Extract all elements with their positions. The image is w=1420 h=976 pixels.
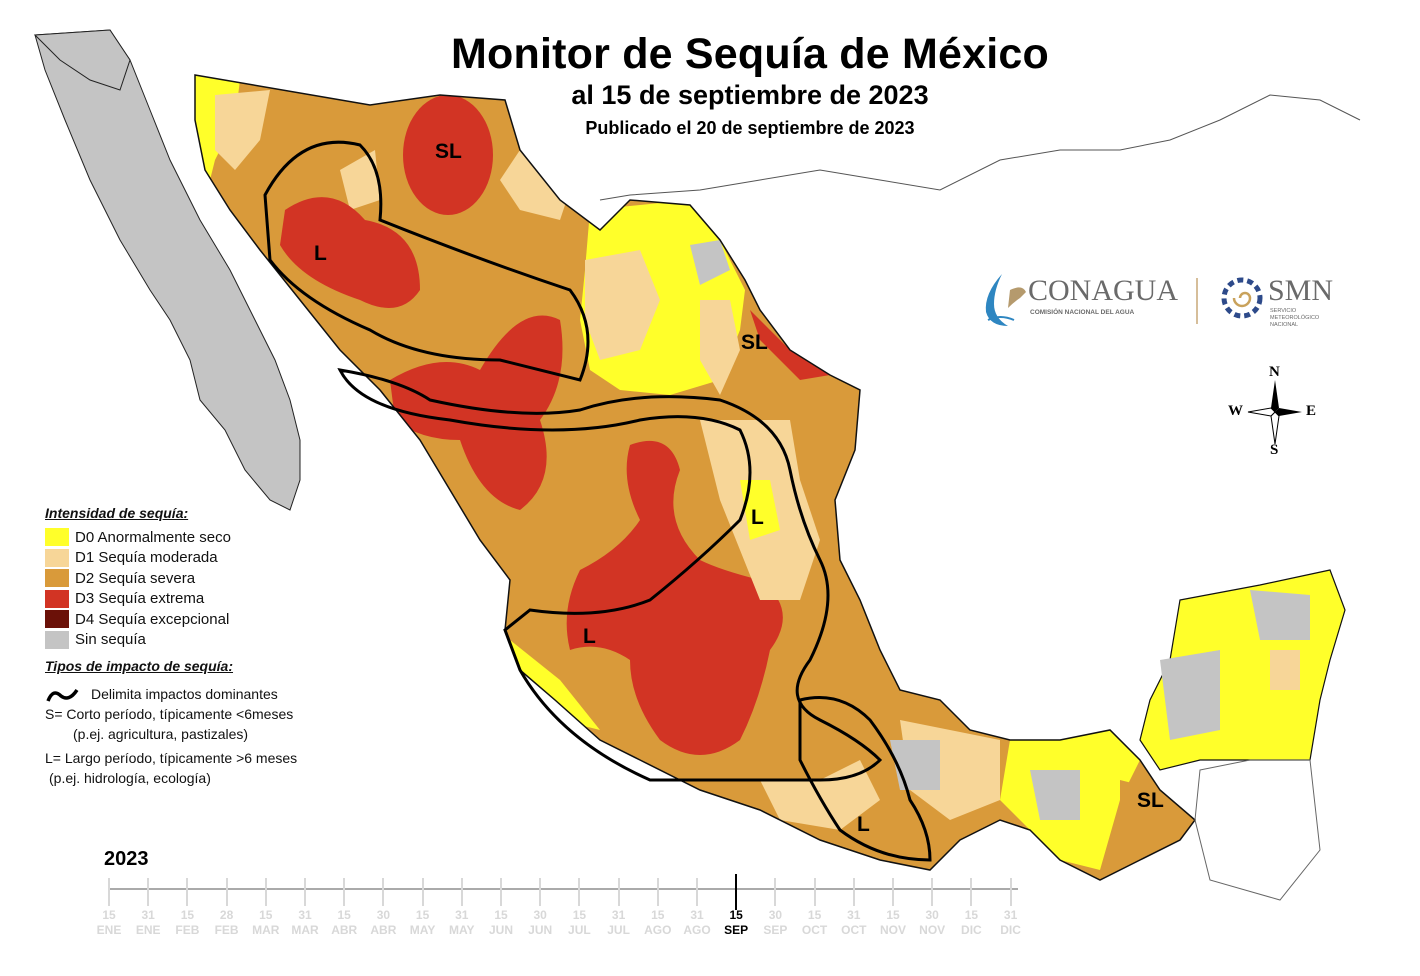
compass-north: N (1269, 364, 1280, 380)
impact-label-l-east: L (751, 506, 764, 529)
timeline-tick (343, 878, 346, 906)
timeline-year: 2023 (104, 848, 149, 870)
legend-item-d3: D3 Sequía extrema (45, 589, 345, 610)
timeline-axis (108, 888, 1018, 890)
timeline-date-label: 15 ABR (331, 908, 358, 937)
published-date: Publicado el 20 de septiembre de 2023 (585, 118, 915, 138)
timeline-date-label: 30 JUN (528, 908, 553, 937)
timeline-tick (186, 878, 189, 906)
conagua-emblem-icon (985, 274, 1026, 326)
timeline-date-label: 31 MAY (449, 908, 475, 937)
legend: Intensidad de sequía: D0 Anormalmente se… (45, 505, 345, 788)
impact-boundary-north (263, 140, 590, 382)
legend-item-none: Sin sequía (45, 630, 345, 651)
timeline-tick (578, 878, 581, 906)
impact-line-icon (46, 688, 79, 702)
timeline-tick (813, 878, 816, 906)
timeline-tick (264, 878, 267, 906)
timeline-tick (304, 878, 306, 906)
compass-star-icon (1247, 380, 1302, 445)
impact-label-l-west: L (583, 625, 596, 648)
compass-rose: N S W E (1228, 364, 1318, 458)
compass-south: S (1270, 442, 1279, 458)
timeline-date-label: 30 ABR (370, 908, 397, 937)
timeline-tick (617, 878, 620, 906)
timeline-date-label: 31 DIC (1000, 908, 1021, 937)
svg-text:SERVICIO: SERVICIO (1270, 308, 1297, 314)
svg-text:METEOROLÓGICO: METEOROLÓGICO (1270, 314, 1320, 321)
timeline-date-label: 15 ENE (96, 908, 122, 937)
timeline-date-label: 15 OCT (801, 908, 828, 937)
svg-text:SMN: SMN (1268, 274, 1333, 307)
timeline-date-label: 15 AGO (644, 908, 672, 937)
map-title: Monitor de Sequía de México (451, 30, 1049, 78)
timeline-tick (931, 878, 934, 906)
timeline-date-label: 15 FEB (175, 908, 200, 937)
legend-impact-line: Delimita impactos dominantes (45, 684, 345, 704)
timeline-tick (1009, 878, 1012, 906)
svg-text:COMISIÓN NACIONAL DEL AGUA: COMISIÓN NACIONAL DEL AGUA (1030, 307, 1135, 316)
impact-boundary-south (798, 696, 932, 862)
legend-impact-title: Tipos de impacto de sequía: (45, 658, 234, 674)
timeline-tick (225, 878, 228, 906)
timeline-date-label: 30 NOV (919, 908, 946, 937)
timeline-date-label: 31 AGO (683, 908, 711, 937)
compass-west: W (1228, 403, 1243, 419)
impact-label-sl-southeast: SL (1137, 789, 1164, 812)
timeline-tick (774, 878, 777, 906)
timeline-tick (656, 878, 659, 906)
timeline-tick (147, 878, 150, 906)
timeline-tick (539, 878, 542, 906)
legend-intensity-title: Intensidad de sequía: (45, 505, 189, 521)
timeline: 2023 15 ENE 31 ENE 15 FEB 28 FEB 15 MAR 31 MAR 15 ABR… (0, 840, 1420, 976)
legend-item-d0: D0 Anormalmente seco (45, 527, 345, 548)
legend-long-term-examples: (p.ej. hidrología, ecología) (49, 770, 211, 786)
timeline-date-label: 15 NOV (879, 908, 906, 937)
timeline-date-label: 15 MAR (252, 908, 280, 937)
timeline-current-date: 15 SEP (724, 908, 749, 937)
baja-california (34, 29, 301, 511)
timeline-date-label: 28 FEB (214, 908, 239, 937)
timeline-date-label: 31 OCT (841, 908, 867, 937)
timeline-date-label: 30 SEP (763, 908, 788, 937)
timeline-tick (852, 878, 855, 906)
impact-label-sl-north: SL (435, 140, 462, 163)
timeline-date-label: 15 DIC (961, 908, 982, 937)
legend-long-term: L= Largo período, típicamente >6 meses (45, 750, 298, 766)
timeline-tick (696, 878, 698, 906)
impact-label-l-sonora: L (314, 242, 327, 265)
legend-short-term: S= Corto período, típicamente <6meses (45, 706, 294, 722)
svg-text:NACIONAL: NACIONAL (1270, 322, 1298, 328)
timeline-tick (421, 878, 424, 906)
timeline-tick (970, 878, 973, 906)
timeline-tick (108, 878, 110, 906)
timeline-date-label: 31 ENE (135, 908, 161, 937)
legend-short-term-examples: (p.ej. agricultura, pastizales) (73, 726, 249, 742)
smn-emblem-icon (1221, 277, 1263, 319)
impact-label-l-south: L (857, 813, 870, 836)
map-subtitle: al 15 de septiembre de 2023 (571, 80, 929, 110)
legend-item-d4: D4 Sequía excepcional (45, 609, 345, 630)
legend-item-d1: D1 Sequía moderada (45, 548, 345, 569)
timeline-tick (735, 874, 738, 910)
legend-item-d2: D2 Sequía severa (45, 568, 345, 589)
timeline-date-label: 31 MAR (291, 908, 319, 937)
compass-east: E (1306, 403, 1317, 419)
timeline-tick (460, 878, 463, 906)
timeline-date-label: 15 JUN (488, 908, 513, 937)
impact-label-sl-tamaulipas: SL (741, 331, 768, 354)
conagua-text: CONAGUA (1028, 274, 1178, 307)
timeline-date-label: 15 JUL (568, 908, 591, 937)
timeline-tick (382, 878, 385, 906)
timeline-tick (500, 878, 502, 906)
timeline-tick (892, 878, 894, 906)
agency-logos: CONAGUA COMISIÓN NACIONAL DEL AGUA SMN S… (980, 268, 1360, 332)
timeline-date-label: 15 MAY (409, 908, 436, 937)
impact-boundary-central (337, 368, 883, 782)
timeline-date-label: 31 JUL (607, 908, 630, 937)
